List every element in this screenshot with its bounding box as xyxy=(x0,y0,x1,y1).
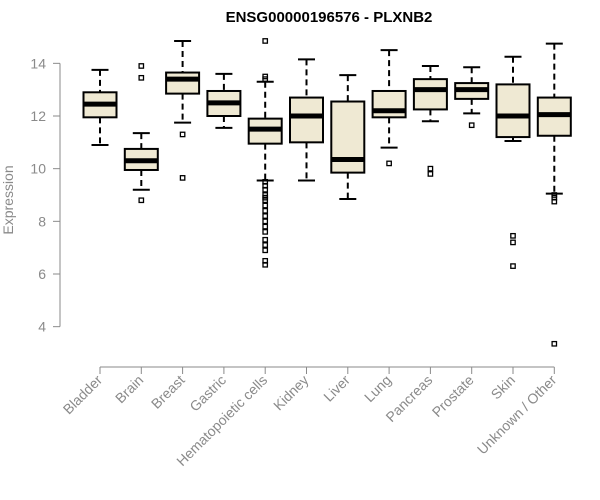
x-tick-label: Skin xyxy=(488,372,519,403)
y-tick-label: 8 xyxy=(38,213,46,229)
x-tick-label: Kidney xyxy=(270,372,312,414)
box xyxy=(412,78,448,111)
chart-title: ENSG00000196576 - PLXNB2 xyxy=(226,9,433,26)
outlier-point xyxy=(262,197,269,204)
outlier-point xyxy=(262,186,269,193)
outlier-point xyxy=(262,38,269,44)
box-group xyxy=(412,64,448,177)
x-tick-label: Bladder xyxy=(60,372,106,418)
outlier-point xyxy=(262,247,269,254)
outlier-point xyxy=(262,223,269,230)
box xyxy=(330,100,366,174)
x-tick-label: Lung xyxy=(361,372,394,405)
outlier-point xyxy=(262,236,269,243)
box xyxy=(495,83,531,139)
outlier-point xyxy=(262,229,269,235)
outlier-point xyxy=(510,232,516,239)
outlier-point xyxy=(262,207,269,214)
outlier-point xyxy=(179,131,186,138)
x-tick-label: Prostate xyxy=(429,372,477,420)
y-tick-label: 6 xyxy=(38,266,46,282)
outlier-point xyxy=(427,165,434,172)
box-group xyxy=(495,55,531,269)
outlier-point xyxy=(427,171,434,177)
outlier-point xyxy=(138,63,145,69)
outlier-point xyxy=(138,74,145,81)
outlier-point xyxy=(138,197,145,204)
y-tick-label: 12 xyxy=(30,108,46,124)
outlier-point xyxy=(262,261,269,268)
box-group xyxy=(371,49,407,167)
outlier-point xyxy=(262,76,269,82)
outlier-point xyxy=(510,239,516,246)
outlier-point xyxy=(262,218,269,225)
x-tick-label: Breast xyxy=(148,372,188,412)
outlier-point xyxy=(551,198,558,205)
outlier-point xyxy=(468,122,475,129)
outlier-point xyxy=(510,263,516,269)
y-axis: 4 6 8 10 12 14 xyxy=(30,55,61,335)
box xyxy=(289,96,324,144)
box-group xyxy=(454,66,490,129)
y-axis-label: Expression xyxy=(0,165,16,234)
x-tick-label: Liver xyxy=(320,372,353,405)
box xyxy=(165,71,201,95)
box-group xyxy=(123,63,159,204)
box-group xyxy=(82,68,118,146)
y-tick-label: 14 xyxy=(30,55,46,71)
outlier-point xyxy=(179,175,186,181)
box-group xyxy=(247,38,283,268)
box-group xyxy=(289,58,324,182)
y-tick-label: 4 xyxy=(38,319,46,335)
outlier-point xyxy=(262,213,269,219)
box-group xyxy=(165,39,201,181)
box-group xyxy=(536,42,572,347)
x-tick-label: Brain xyxy=(112,372,146,406)
outlier-point xyxy=(262,242,269,248)
box xyxy=(371,89,407,119)
box-group xyxy=(330,74,366,200)
box-group xyxy=(206,72,242,129)
box-series xyxy=(82,38,572,347)
outlier-point xyxy=(551,340,558,347)
y-tick-label: 10 xyxy=(30,161,46,177)
outlier-point xyxy=(386,160,392,167)
outlier-point xyxy=(262,202,269,209)
